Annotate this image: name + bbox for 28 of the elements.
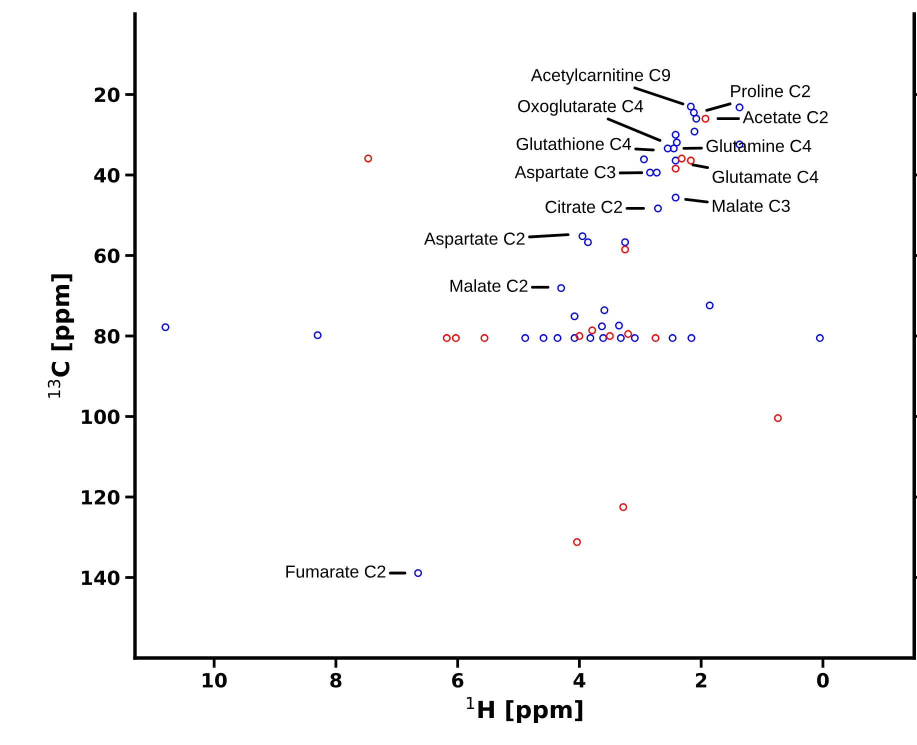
y-tick-label: 20	[94, 87, 120, 102]
annotation: Aspartate C3	[514, 166, 616, 182]
annotation: Oxoglutarate C4	[518, 100, 644, 116]
x-tick-label: 4	[574, 673, 586, 688]
y-tick-label: 40	[94, 168, 120, 183]
annotation: Acetate C2	[742, 111, 828, 124]
annotation: Glutamine C4	[706, 139, 812, 152]
x-axis-title: $^{1}$H [ppm]	[466, 696, 582, 723]
annotation: Glutathione C4	[516, 137, 632, 150]
annotation: Fumarate C2	[286, 565, 386, 578]
x-tick-label: 6	[452, 672, 464, 688]
y-tick-label: 120	[82, 490, 120, 505]
y-axis-title: $^{13}$C [ppm]	[48, 274, 74, 398]
annotation: Malate C2	[450, 279, 528, 292]
annotation: Malate C3	[712, 199, 790, 212]
x-tick-label: 8	[330, 672, 342, 688]
x-tick-label: 10	[202, 672, 227, 688]
annotation: Citrate C2	[546, 200, 622, 214]
y-tick-label: 100	[82, 409, 120, 424]
x-tick-label: 2	[696, 672, 706, 688]
y-tick-label: 60	[94, 248, 120, 264]
annotation: Acetylcarnitine C9	[530, 68, 670, 85]
y-tick-label: 80	[94, 328, 120, 344]
annotation: Proline C2	[731, 84, 810, 98]
x-tick-label: 0	[817, 672, 829, 688]
y-tick-label: 140	[82, 570, 120, 586]
annotation: Aspartate C2	[424, 232, 525, 248]
annotation: Glutamate C4	[712, 170, 818, 183]
